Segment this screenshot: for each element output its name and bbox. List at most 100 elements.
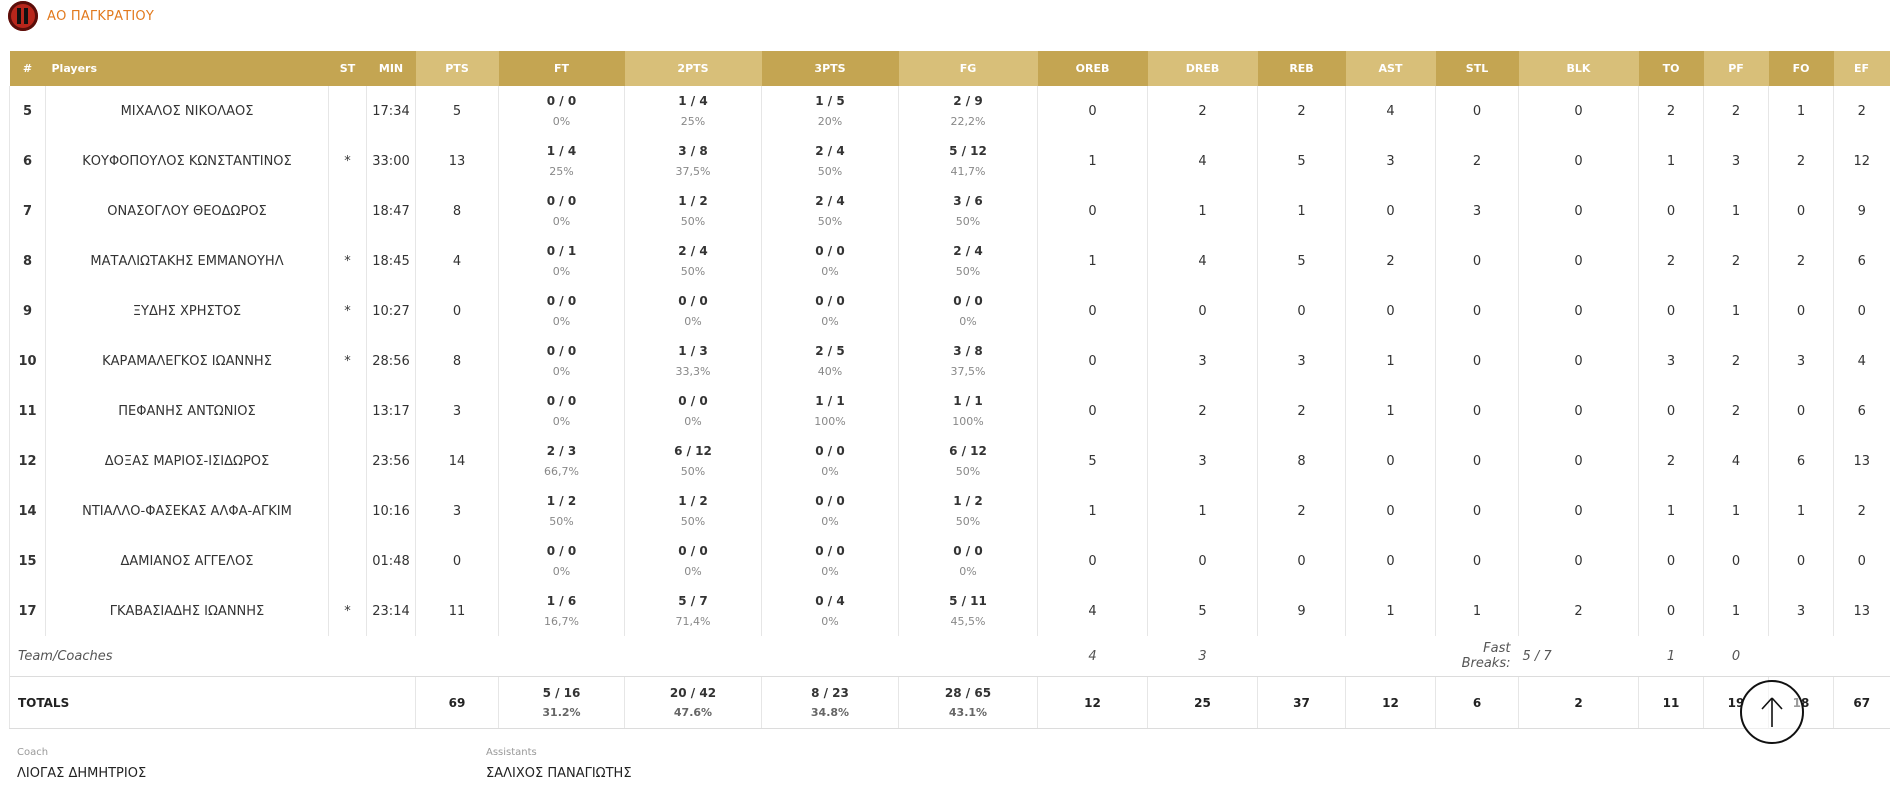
p3-pct: 20% — [817, 114, 843, 128]
player-number: 12 — [9, 436, 46, 486]
fg-made: 0 / 0 — [953, 293, 983, 308]
team-coaches-label: Team/Coaches — [9, 636, 1038, 677]
points: 0 — [415, 536, 499, 586]
totals-oreb: 12 — [1037, 676, 1148, 729]
blk: 0 — [1518, 186, 1639, 236]
p3-made: 0 / 0 — [815, 443, 845, 458]
ft-cell: 0 / 0 0% — [498, 386, 625, 436]
fo: 3 — [1768, 336, 1834, 386]
ast: 1 — [1345, 586, 1436, 636]
to: 1 — [1638, 136, 1704, 186]
dreb: 2 — [1147, 86, 1258, 136]
team-name[interactable]: ΑΟ ΠΑΓΚΡΑΤΙΟΥ — [47, 8, 154, 24]
ft-made: 0 / 0 — [546, 393, 577, 408]
player-number: 14 — [9, 486, 46, 536]
ft-pct: 0% — [552, 364, 571, 378]
p2-made: 5 / 7 — [678, 593, 708, 608]
player-name[interactable]: ΠΕΦΑΝΗΣ ΑΝΤΩΝΙΟΣ — [45, 386, 329, 436]
fg-cell: 0 / 0 0% — [898, 536, 1038, 586]
fg-cell: 6 / 12 50% — [898, 436, 1038, 486]
ef: 6 — [1833, 236, 1890, 286]
scroll-to-top-button[interactable] — [1740, 680, 1804, 744]
pf: 2 — [1703, 86, 1769, 136]
pf: 1 — [1703, 486, 1769, 536]
p2-pct: 50% — [680, 264, 706, 278]
to: 0 — [1638, 186, 1704, 236]
player-name[interactable]: ΜΑΤΑΛΙΩΤΑΚΗΣ ΕΜΜΑΝΟΥΗΛ — [45, 236, 329, 286]
points: 13 — [415, 136, 499, 186]
blk: 0 — [1518, 486, 1639, 536]
blk: 0 — [1518, 436, 1639, 486]
assistants-label: Assistants — [486, 747, 537, 758]
p3-cell: 0 / 0 0% — [761, 536, 899, 586]
ft-made: 0 / 0 — [546, 293, 577, 308]
fg-pct: 0% — [959, 564, 977, 578]
fg-made: 1 / 1 — [953, 393, 983, 408]
pf: 2 — [1703, 336, 1769, 386]
player-name[interactable]: ΔΟΞΑΣ ΜΑΡΙΟΣ-ΙΣΙΔΩΡΟΣ — [45, 436, 329, 486]
p3-pct: 0% — [821, 314, 839, 328]
team-oreb: 4 — [1088, 648, 1097, 664]
player-name[interactable]: ΟΝΑΣΟΓΛΟΥ ΘΕΟΔΩΡΟΣ — [45, 186, 329, 236]
pf: 2 — [1703, 386, 1769, 436]
p2-cell: 1 / 3 33,3% — [624, 336, 762, 386]
reb: 5 — [1257, 236, 1346, 286]
reb: 5 — [1257, 136, 1346, 186]
dreb: 1 — [1147, 486, 1258, 536]
p2-pct: 71,4% — [675, 614, 711, 628]
stl: 0 — [1435, 436, 1519, 486]
player-name[interactable]: ΝΤΙΑΛΛΟ-ΦΑΣΕΚΑΣ ΑΛΦΑ-ΑΓΚΙΜ — [45, 486, 329, 536]
fg-cell: 1 / 2 50% — [898, 486, 1038, 536]
player-name[interactable]: ΚΟΥΦΟΠΟΥΛΟΣ ΚΩΝΣΤΑΝΤΙΝΟΣ — [45, 136, 329, 186]
dreb: 1 — [1147, 186, 1258, 236]
points: 3 — [415, 386, 499, 436]
col-header-min: MIN — [366, 51, 416, 86]
player-number: 5 — [9, 86, 46, 136]
p3-made: 0 / 0 — [815, 243, 845, 258]
fo: 0 — [1768, 186, 1834, 236]
totals-p2: 20 / 42 — [669, 685, 717, 700]
team-coaches-row: Team/Coaches 4 3 Fast Breaks: 5 / 7 1 0 — [9, 636, 1890, 677]
fo: 6 — [1768, 436, 1834, 486]
starter-mark — [328, 536, 367, 586]
totals-stl: 6 — [1435, 676, 1519, 729]
fg-pct: 22,2% — [950, 114, 986, 128]
p2-cell: 5 / 7 71,4% — [624, 586, 762, 636]
player-number: 8 — [9, 236, 46, 286]
ft-cell: 2 / 3 66,7% — [498, 436, 625, 486]
p3-made: 0 / 0 — [815, 293, 845, 308]
fg-pct: 37,5% — [950, 364, 986, 378]
player-name[interactable]: ΞΥΔΗΣ ΧΡΗΣΤΟΣ — [45, 286, 329, 336]
col-header-ast: AST — [1345, 51, 1436, 86]
ef: 13 — [1833, 586, 1890, 636]
player-name[interactable]: ΚΑΡΑΜΑΛΕΓΚΟΣ ΙΩΑΝΝΗΣ — [45, 336, 329, 386]
p2-cell: 1 / 2 50% — [624, 486, 762, 536]
to: 0 — [1638, 536, 1704, 586]
starter-mark: * — [328, 136, 367, 186]
player-number: 15 — [9, 536, 46, 586]
blk: 0 — [1518, 86, 1639, 136]
blk: 0 — [1518, 286, 1639, 336]
stl: 0 — [1435, 236, 1519, 286]
fo: 0 — [1768, 536, 1834, 586]
ft-made: 1 / 4 — [546, 143, 577, 158]
player-name[interactable]: ΔΑΜΙΑΝΟΣ ΑΓΓΕΛΟΣ — [45, 536, 329, 586]
points: 11 — [415, 586, 499, 636]
fg-made: 3 / 8 — [953, 343, 983, 358]
player-name[interactable]: ΜΙΧΑΛΟΣ ΝΙΚΟΛΑΟΣ — [45, 86, 329, 136]
starter-mark — [328, 186, 367, 236]
p3-pct: 50% — [817, 164, 843, 178]
reb: 0 — [1257, 286, 1346, 336]
p2-pct: 50% — [680, 514, 706, 528]
starter-mark — [328, 436, 367, 486]
dreb: 5 — [1147, 586, 1258, 636]
player-name[interactable]: ΓΚΑΒΑΣΙΑΔΗΣ ΙΩΑΝΝΗΣ — [45, 586, 329, 636]
col-header-dreb: DREB — [1147, 51, 1258, 86]
dreb: 2 — [1147, 386, 1258, 436]
minutes: 23:56 — [366, 436, 416, 486]
points: 0 — [415, 286, 499, 336]
starter-mark: * — [328, 336, 367, 386]
p2-cell: 6 / 12 50% — [624, 436, 762, 486]
minutes: 17:34 — [366, 86, 416, 136]
